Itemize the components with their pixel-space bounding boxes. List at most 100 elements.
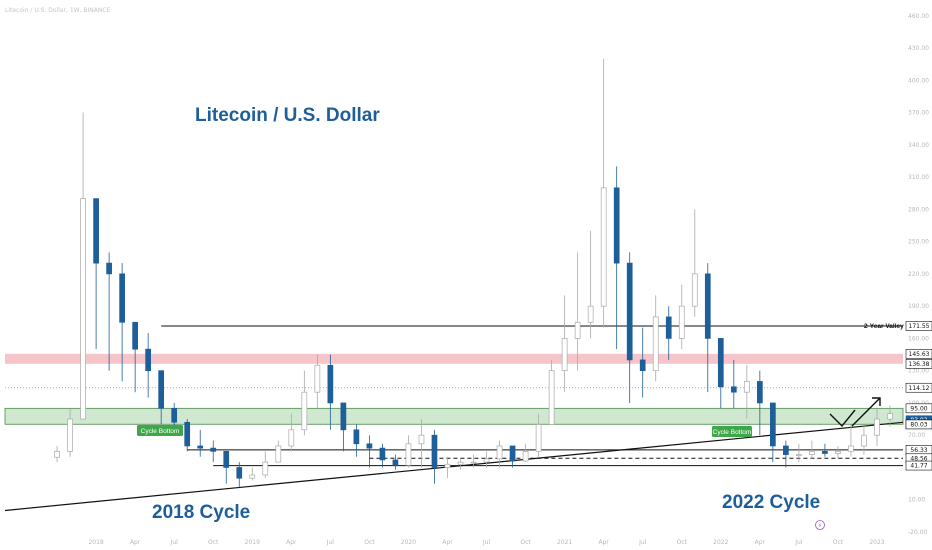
candle-body	[353, 429, 360, 445]
time-tick-label: Jul	[794, 539, 803, 546]
price-label-text: 145.63	[909, 351, 930, 358]
time-tick-label: Oct	[833, 539, 844, 546]
candle-body	[67, 418, 73, 452]
candle-body	[327, 364, 334, 404]
candle-body	[796, 454, 802, 456]
candle-body	[275, 445, 282, 463]
time-tick-label: 2023	[869, 539, 884, 546]
candle-body	[587, 305, 594, 323]
candle-body	[678, 305, 685, 339]
price-tick-label: 220.00	[908, 271, 929, 278]
price-tick-label: 340.00	[908, 142, 929, 149]
time-tick-label: Jul	[326, 539, 335, 546]
candle-body	[119, 273, 125, 323]
cycle-bottom-badge-left	[137, 425, 183, 436]
price-label-box	[905, 419, 932, 430]
candle-body	[887, 413, 893, 420]
time-tick-label: Oct	[208, 539, 219, 546]
candle-body	[197, 445, 204, 449]
candle-body	[93, 198, 99, 264]
time-tick-label: Jul	[638, 539, 647, 546]
price-label-box	[905, 382, 932, 393]
price-label-text: 95.00	[910, 405, 927, 412]
time-tick-label: Apr	[755, 539, 766, 546]
candle-body	[743, 381, 750, 393]
price-tick-label: 400.00	[908, 77, 929, 84]
candle-body	[392, 459, 399, 466]
price-label-text: 136.38	[909, 361, 930, 368]
candle-body	[639, 359, 646, 372]
candle-body	[561, 338, 568, 372]
candle-body	[80, 198, 86, 420]
price-tick-label: 160.00	[908, 335, 929, 342]
time-tick-label: 2021	[557, 539, 572, 546]
time-tick-label: Apr	[598, 539, 609, 546]
candle-body	[470, 461, 477, 464]
arrow-head-icon	[872, 397, 881, 406]
ascending-trendline	[4, 421, 904, 512]
candle-body	[600, 187, 607, 307]
candlestick-series	[54, 58, 893, 487]
symbol-header: Litecoin / U.S. Dollar, 1W, BINANCE	[5, 7, 111, 14]
candle-body	[783, 445, 789, 455]
candle-body	[288, 429, 295, 447]
candle-body	[171, 407, 178, 423]
candle-body	[756, 381, 763, 404]
price-label-text: 41.77	[910, 463, 927, 470]
candle-body	[835, 450, 841, 454]
price-label-box	[905, 359, 932, 369]
price-tick-label: 430.00	[908, 45, 929, 52]
candle-body	[535, 424, 542, 452]
candle-body	[301, 391, 308, 431]
lightning-icon[interactable]	[815, 520, 825, 530]
candle-body	[822, 450, 828, 454]
candle-body	[106, 262, 112, 275]
price-tick-label: 130.00	[908, 368, 929, 375]
time-tick-label: 2020	[401, 539, 416, 546]
support-zone	[4, 407, 904, 425]
candle-body	[158, 370, 165, 409]
candle-body	[223, 450, 230, 468]
cycle-bottom-badge-right	[712, 426, 752, 437]
cycle-2022-label: 2022 Cycle	[722, 492, 820, 513]
candle-body	[522, 450, 529, 462]
price-tick-label: 100.00	[908, 400, 929, 407]
candle-body	[626, 262, 633, 361]
candle-body	[236, 467, 243, 479]
price-label-text: 171.55	[909, 323, 930, 330]
time-tick-label: Apr	[130, 539, 141, 546]
price-label-box	[905, 349, 932, 359]
candle-body	[54, 450, 60, 458]
price-tick-label: 10.00	[908, 497, 925, 504]
candle-body	[444, 463, 451, 468]
time-tick-label: Jul	[170, 539, 179, 546]
candle-body	[848, 445, 854, 452]
time-tick-label: Apr	[286, 539, 297, 546]
candle-body	[483, 458, 490, 463]
candle-body	[613, 187, 620, 264]
candle-body	[861, 434, 867, 447]
price-label-text: 80.03	[910, 421, 927, 428]
candle-body	[652, 316, 659, 372]
candle-body	[717, 338, 724, 388]
price-axis: 460.00 430.00 400.00 370.00 340.00 310.00 280.…	[908, 13, 929, 536]
lightning-glyph: ⚡	[818, 523, 822, 530]
price-tick-label: 370.00	[908, 110, 929, 117]
price-label-box	[905, 460, 932, 471]
time-tick-label: Oct	[520, 539, 531, 546]
price-tick-label: 70.00	[908, 432, 925, 439]
price-tick-label: 280.00	[908, 206, 929, 213]
price-tick-label: 460.00	[908, 13, 929, 20]
time-tick-label: Apr	[442, 539, 453, 546]
two-year-valley-label: 2-Year Valley	[864, 323, 904, 330]
cycle-bottom-label-right: Cycle Bottom	[713, 429, 752, 436]
price-label-text: 56.33	[910, 447, 927, 454]
time-tick-label: 2018	[88, 539, 103, 546]
candle-body	[457, 461, 464, 465]
candle-body	[704, 273, 711, 339]
cycle-bottom-label-left: Cycle Bottom	[141, 428, 180, 435]
price-label-box	[905, 321, 932, 331]
candle-body	[262, 461, 269, 476]
candle-body	[366, 443, 373, 449]
time-tick-label: Jul	[482, 539, 491, 546]
